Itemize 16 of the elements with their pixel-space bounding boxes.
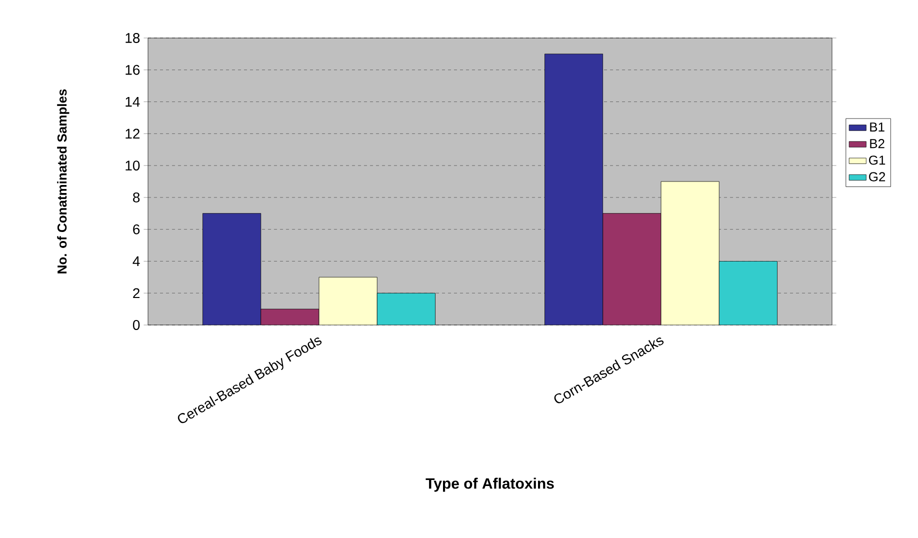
legend-label: G2 xyxy=(869,172,886,182)
legend-label: B1 xyxy=(870,122,884,132)
y-tick-label: 8 xyxy=(133,192,140,202)
y-tick-label: 16 xyxy=(126,64,140,75)
y-tick-label: 4 xyxy=(132,256,140,266)
y-tick-label: 2 xyxy=(133,288,140,298)
x-axis-title: Type of Aflatoxins xyxy=(426,478,554,492)
y-tick-label: 6 xyxy=(133,224,140,234)
legend-label: B2 xyxy=(870,139,884,148)
y-tick-label: 10 xyxy=(126,160,140,171)
y-tick-label: 12 xyxy=(126,128,140,139)
y-tick-label: 14 xyxy=(126,96,140,107)
y-tick-label: 0 xyxy=(132,320,140,330)
y-axis-title: No. of Conatminated Samples xyxy=(57,89,70,274)
legend-label: G1 xyxy=(869,156,886,165)
y-tick-label: 18 xyxy=(126,33,140,43)
